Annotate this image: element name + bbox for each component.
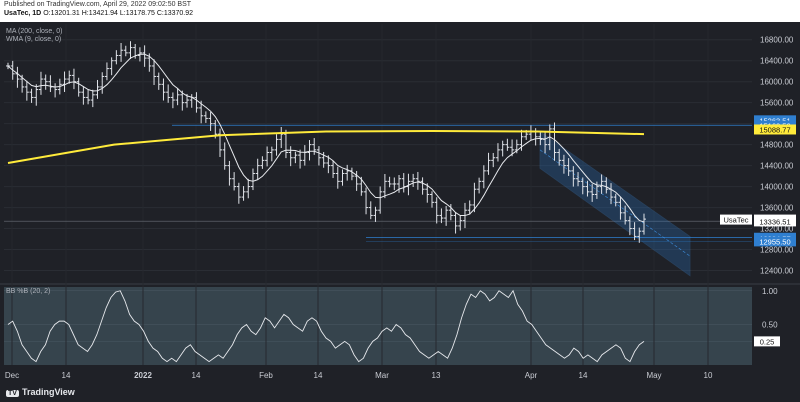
- x-tick-label: 14: [192, 371, 201, 380]
- symbol-ohlc-label: UsaTec, 1D O:13201.31 H:13421.94 L:13178…: [4, 10, 193, 17]
- y-tick-label: 14800.00: [760, 141, 794, 150]
- bb-percent-line: [7, 289, 645, 363]
- price-label: 15088.77: [759, 125, 790, 134]
- y-tick-label: 16000.00: [760, 78, 794, 87]
- y-tick-label: 12400.00: [760, 267, 794, 276]
- trend-channel: [539, 130, 691, 277]
- price-label-bg: [754, 216, 796, 227]
- symbol-tag: UsaTec: [723, 216, 748, 225]
- tradingview-logo[interactable]: TV TradingView: [6, 387, 75, 397]
- x-tick-label: 13: [432, 371, 441, 380]
- price-label: 12955.50: [759, 237, 790, 246]
- y-tick-label: 13200.00: [760, 225, 794, 234]
- osc-tick-label: 0.50: [762, 321, 778, 330]
- oscillator-band: [4, 287, 752, 365]
- price-label-bg: [754, 236, 796, 247]
- brand-label: TradingView: [21, 387, 75, 397]
- x-tick-label: Mar: [375, 371, 389, 380]
- x-tick-label: 14: [314, 371, 323, 380]
- price-label-bg: [754, 115, 796, 126]
- ma-legend-label: MA (200, close, 0): [6, 28, 62, 35]
- channel-midline: [539, 149, 691, 257]
- published-label: Published on TradingView.com, April 29, …: [4, 1, 192, 8]
- header-bar: Published on TradingView.com, April 29, …: [0, 0, 800, 22]
- x-tick-label: Feb: [259, 371, 273, 380]
- symbol-tag-bg: [720, 214, 752, 225]
- tv-logo-icon: TV: [6, 390, 19, 397]
- y-tick-label: 16800.00: [760, 36, 794, 45]
- footer-bar: [0, 383, 800, 402]
- y-tick-label: 14000.00: [760, 183, 794, 192]
- symbol-label: UsaTec, 1D: [4, 10, 42, 17]
- wma-legend-label: WMA (9, close, 0): [6, 36, 61, 43]
- bb-legend-label: BB %B (20, 2): [6, 288, 50, 295]
- price-label-bg: [754, 124, 796, 135]
- x-tick-label: Dec: [5, 371, 19, 380]
- y-tick-label: 15600.00: [760, 99, 794, 108]
- ohlc-values: O:13201.31 H:13421.94 L:13178.75 C:13370…: [43, 10, 194, 17]
- price-label: 13336.51: [759, 217, 790, 226]
- x-tick-label: 14: [579, 371, 588, 380]
- ma200-line: [7, 129, 645, 164]
- x-tick-label: 14: [62, 371, 71, 380]
- y-tick-label: 12800.00: [760, 246, 794, 255]
- y-tick-label: 14400.00: [760, 162, 794, 171]
- y-tick-label: 13600.00: [760, 204, 794, 213]
- x-tick-label: Apr: [525, 371, 538, 380]
- wma-line: [7, 53, 645, 223]
- osc-value-label-bg: [754, 336, 780, 347]
- x-tick-label: May: [646, 371, 661, 380]
- x-tick-label: 2022: [134, 371, 152, 380]
- x-tick-label: 10: [704, 371, 713, 380]
- osc-tick-label: 1.00: [762, 287, 778, 296]
- osc-value-label: 0.25: [760, 337, 775, 346]
- y-tick-label: 16400.00: [760, 57, 794, 66]
